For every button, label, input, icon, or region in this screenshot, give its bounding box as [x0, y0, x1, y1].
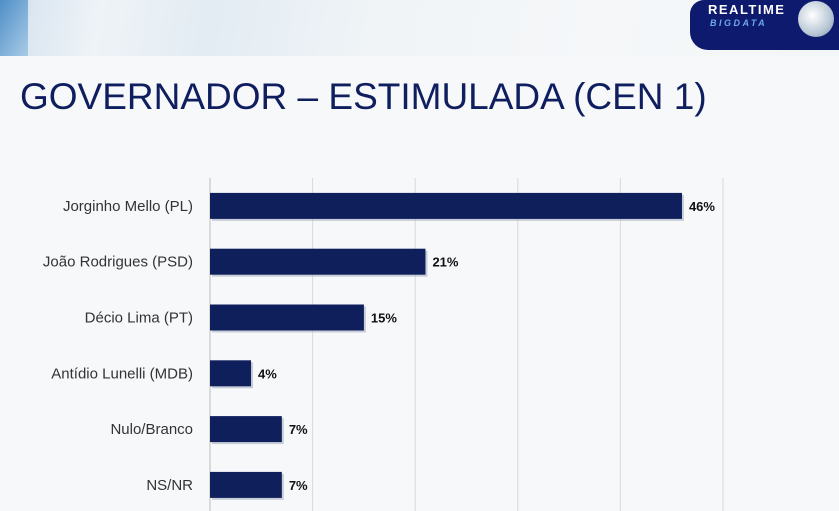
data-label: 4% — [258, 366, 277, 381]
realtime-bigdata-logo: REALTIME BIGDATA — [690, 0, 839, 50]
page-title: GOVERNADOR – ESTIMULADA (CEN 1) — [20, 76, 707, 117]
data-label: 15% — [371, 311, 397, 326]
banner-stripe — [0, 0, 28, 56]
logo-text-2: BIGDATA — [710, 18, 768, 28]
category-label: João Rodrigues (PSD) — [43, 254, 193, 271]
logo-text-1: REALTIME — [708, 2, 786, 17]
data-label: 7% — [289, 422, 308, 437]
category-label: Antídio Lunelli (MDB) — [51, 365, 193, 382]
globe-icon — [798, 1, 834, 37]
data-label: 7% — [289, 478, 308, 493]
data-label: 46% — [689, 199, 715, 214]
bar — [210, 304, 364, 331]
category-label: Nulo/Branco — [110, 421, 193, 438]
data-label: 21% — [432, 255, 458, 270]
bar — [210, 471, 282, 498]
category-label: NS/NR — [146, 477, 193, 494]
bar — [210, 416, 282, 443]
bar — [210, 192, 682, 219]
category-label: Jorginho Mello (PL) — [63, 198, 193, 215]
bar — [210, 360, 252, 387]
bar — [210, 248, 426, 275]
category-label: Décio Lima (PT) — [85, 310, 193, 327]
